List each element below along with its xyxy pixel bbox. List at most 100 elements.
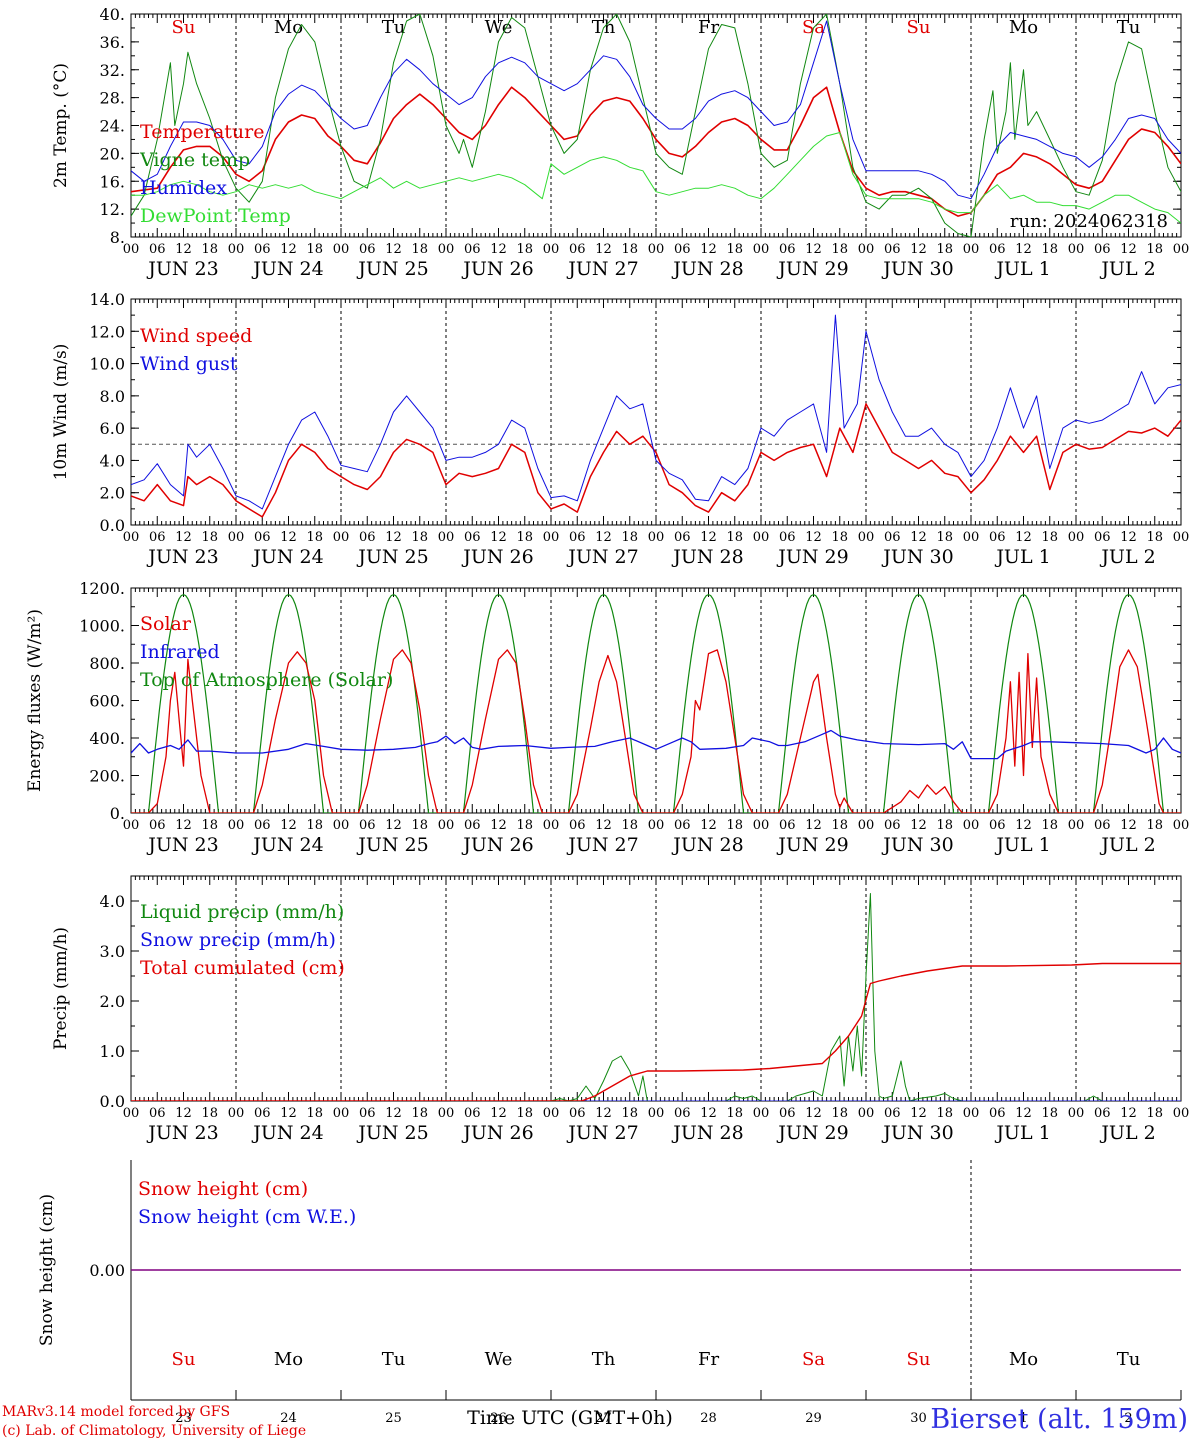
day-number-label: 26 [490,1411,507,1426]
weekday-label: We [485,17,513,38]
hour-label: 06 [254,818,271,833]
hour-label: 18 [726,1106,743,1121]
hour-label: 12 [175,242,192,257]
hour-label: 00 [123,530,140,545]
weekday-label: Tu [1117,1349,1141,1370]
hour-label: 00 [543,818,560,833]
hour-label: 12 [1015,242,1032,257]
legend-entry: Wind speed [140,325,252,347]
day-number-label: 29 [805,1411,822,1426]
hour-label: 18 [1041,1106,1058,1121]
y-tick-label: 1200. [79,579,125,598]
hour-label: 12 [1120,242,1137,257]
day-number-label: 1 [1019,1411,1027,1426]
hour-label: 00 [438,818,455,833]
hour-label: 00 [333,530,350,545]
hour-label: 18 [411,1106,428,1121]
hour-label: 06 [464,530,481,545]
hour-label: 00 [123,818,140,833]
date-label: JUN 24 [251,1122,323,1144]
hour-label: 06 [674,530,691,545]
date-label: JUL 1 [994,1122,1050,1144]
hour-label: 12 [490,530,507,545]
hour-label: 00 [543,1106,560,1121]
hour-label: 06 [779,1106,796,1121]
weekday-label: Mo [1009,17,1038,38]
day-number-label: 30 [910,1411,927,1426]
hour-label: 12 [595,818,612,833]
hour-label: 06 [884,242,901,257]
date-label: JUL 1 [994,834,1050,856]
hour-label: 12 [385,242,402,257]
hour-label: 00 [858,242,875,257]
hour-label: 00 [963,530,980,545]
y-tick-label: 4.0 [100,451,125,470]
hour-label: 06 [1094,818,1111,833]
legend-entry: Wind gust [140,353,238,375]
hour-label: 00 [333,818,350,833]
date-label: JUL 2 [1099,258,1155,280]
date-label: JUN 28 [671,546,743,568]
weekday-label: Fr [698,1349,719,1370]
hour-label: 18 [936,1106,953,1121]
legend-entry: Temperature [140,121,264,143]
date-label: JUN 23 [146,834,218,856]
hour-label: 18 [1146,530,1163,545]
weekday-label: Su [172,17,196,38]
date-label: JUN 27 [566,1122,638,1144]
hour-label: 00 [123,1106,140,1121]
hour-label: 18 [936,818,953,833]
hour-label: 06 [569,530,586,545]
y-tick-label: 200. [89,767,125,786]
hour-label: 00 [753,1106,770,1121]
date-label: JUN 23 [146,1122,218,1144]
hour-label: 18 [1041,242,1058,257]
date-label: JUN 27 [566,546,638,568]
hour-label: 00 [648,530,665,545]
hour-label: 06 [1094,242,1111,257]
hour-label: 12 [385,818,402,833]
hour-label: 00 [1173,530,1190,545]
date-label: JUN 29 [776,258,848,280]
run-label: run: 2024062318 [1010,211,1168,232]
panel-5: 0.00 Snow height (cm) 23 24 25 26 27 28 29 30 1 2 Su… [37,1160,1182,1426]
hour-label: 18 [516,1106,533,1121]
hour-label: 06 [359,1106,376,1121]
hour-label: 18 [306,1106,323,1121]
hour-label: 06 [254,242,271,257]
y-tick-label: 32. [100,61,125,80]
hour-label: 12 [805,818,822,833]
hour-label: 18 [621,242,638,257]
hour-label: 18 [1041,530,1058,545]
hour-label: 12 [1120,1106,1137,1121]
hour-label: 18 [516,818,533,833]
hour-label: 00 [1173,242,1190,257]
panel-1: 8. 12. 16. 20. 24. 28. 32. 36. 40. 2m Temp. (°C) 0… [51,5,1189,280]
hour-label: 00 [543,530,560,545]
hour-label: 00 [1068,242,1085,257]
date-label: JUN 25 [356,258,428,280]
hour-label: 06 [674,242,691,257]
weekday-label: Sa [802,1349,825,1370]
hour-label: 06 [149,530,166,545]
y-tick-label: 1000. [79,617,125,636]
day-number-label: 27 [595,1411,612,1426]
y-tick-label: 0.00 [89,1261,125,1280]
hour-label: 18 [201,530,218,545]
hour-label: 18 [726,818,743,833]
date-label: JUL 2 [1099,1122,1155,1144]
legend-entry: DewPoint Temp [140,205,291,227]
hour-label: 18 [516,242,533,257]
date-label: JUL 2 [1099,834,1155,856]
hour-label: 18 [1146,1106,1163,1121]
hour-label: 00 [333,1106,350,1121]
hour-label: 12 [910,530,927,545]
legend-entry: Liquid precip (mm/h) [140,901,344,923]
hour-label: 00 [438,242,455,257]
series-group [131,314,1181,518]
day-number-label: 28 [700,1411,717,1426]
y-tick-label: 4.0 [100,892,125,911]
date-label: JUN 27 [566,834,638,856]
weekday-label: Su [172,1349,196,1370]
